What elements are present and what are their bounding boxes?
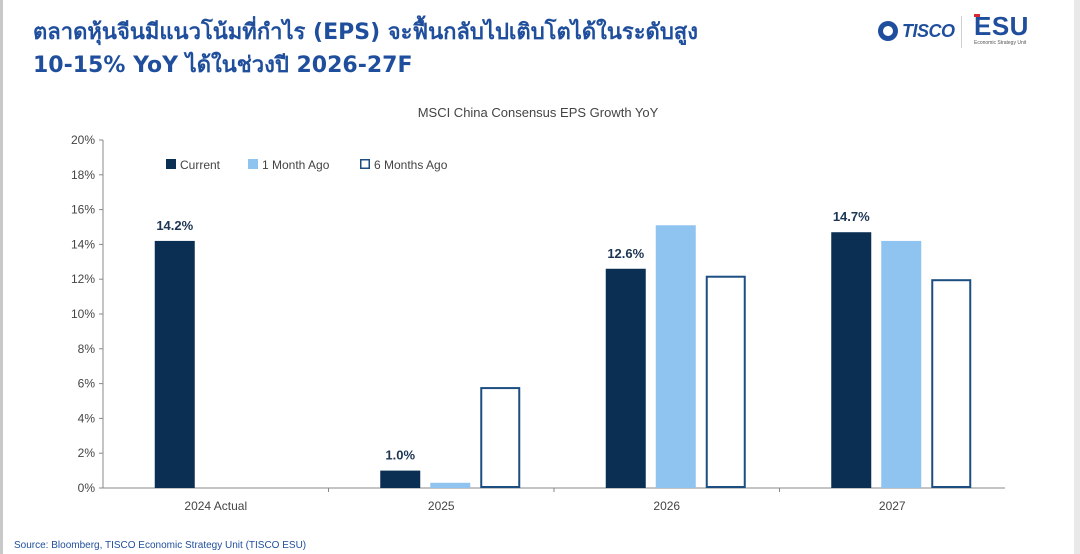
bar-1-month-ago	[881, 240, 922, 488]
legend-label: Current	[180, 158, 221, 172]
bar-1-month-ago	[655, 225, 696, 488]
bar-current	[831, 232, 872, 488]
data-label: 14.2%	[156, 218, 193, 233]
headline-line-1: ตลาดหุ้นจีนมีแนวโน้มที่กำไร (EPS) จะฟื้น…	[33, 20, 698, 45]
bar-current	[380, 470, 421, 488]
x-tick-label: 2025	[428, 499, 455, 513]
legend-label: 1 Month Ago	[262, 158, 330, 172]
y-tick-label: 4%	[78, 411, 96, 425]
source-note: Source: Bloomberg, TISCO Economic Strate…	[14, 540, 307, 551]
bar-current	[154, 240, 195, 488]
chart-title: MSCI China Consensus EPS Growth YoY	[418, 105, 659, 120]
data-label: 12.6%	[607, 246, 644, 261]
y-tick-label: 2%	[78, 446, 96, 460]
esu-logo-subtitle: Economic Strategy Unit	[974, 40, 1027, 46]
y-tick-label: 0%	[78, 481, 96, 495]
tisco-logo: TISCO	[878, 18, 955, 44]
bar-6-months-ago	[480, 387, 521, 488]
legend-swatch	[248, 159, 258, 169]
x-tick-label: 2026	[653, 499, 680, 513]
tisco-logo-mark-icon	[878, 21, 898, 41]
x-tick-label: 2027	[879, 499, 906, 513]
y-tick-label: 20%	[71, 133, 95, 147]
data-label: 1.0%	[385, 448, 415, 463]
logo-divider	[961, 16, 962, 48]
left-border	[0, 0, 3, 554]
x-tick-label: 2024 Actual	[184, 499, 247, 513]
esu-logo-accent	[974, 14, 980, 17]
headline-line-2: 10-15% YoY ได้ในช่วงปี 2026-27F	[33, 53, 413, 78]
logo-area: TISCO ESU Economic Strategy Unit	[878, 12, 1038, 52]
legend-label: 6 Months Ago	[374, 158, 448, 172]
right-border	[1074, 0, 1080, 554]
esu-logo-text: ESU	[974, 11, 1029, 41]
y-tick-label: 10%	[71, 307, 95, 321]
legend-swatch	[360, 159, 370, 169]
chart-bars	[154, 225, 972, 489]
chart-legend: Current 1 Month Ago 6 Months Ago	[166, 158, 448, 172]
headline: ตลาดหุ้นจีนมีแนวโน้มที่กำไร (EPS) จะฟื้น…	[33, 16, 833, 82]
y-tick-label: 12%	[71, 272, 95, 286]
bar-current	[605, 268, 646, 488]
y-tick-label: 6%	[78, 377, 96, 391]
esu-logo: ESU Economic Strategy Unit	[974, 12, 1029, 46]
y-tick-label: 14%	[71, 237, 95, 251]
chart-data-labels: 14.2% 1.0% 12.6% 14.7%	[156, 209, 870, 462]
bar-6-months-ago	[705, 275, 746, 488]
y-tick-label: 8%	[78, 342, 96, 356]
bar-6-months-ago	[931, 279, 972, 489]
legend-swatch	[166, 159, 176, 169]
y-tick-label: 18%	[71, 168, 95, 182]
tisco-logo-text: TISCO	[902, 20, 955, 41]
bar-1-month-ago	[430, 482, 471, 488]
y-tick-label: 16%	[71, 203, 95, 217]
data-label: 14.7%	[833, 209, 870, 224]
